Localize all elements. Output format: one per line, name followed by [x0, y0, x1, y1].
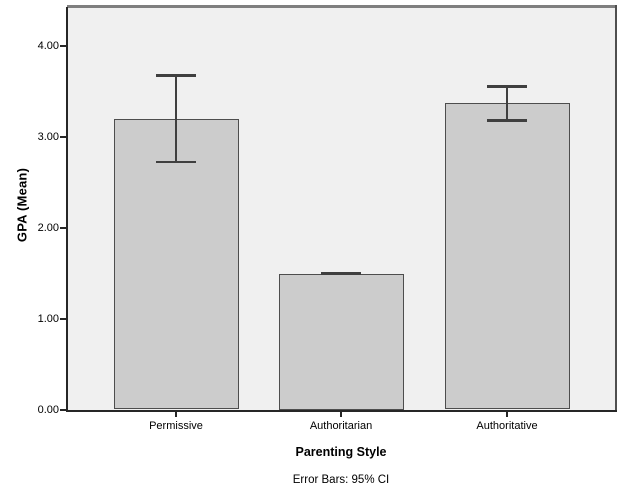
- error-bars-caption: Error Bars: 95% CI: [292, 474, 390, 486]
- y-tick-label: 3.00: [37, 131, 59, 143]
- y-tick-label: 2.00: [37, 222, 59, 234]
- error-bar-cap-top: [487, 85, 527, 88]
- y-tick-label: 4.00: [37, 40, 59, 52]
- frame-top-border: [67, 4, 617, 8]
- category-label-authoritarian: Authoritarian: [309, 420, 373, 432]
- bar-permissive: [113, 118, 239, 410]
- category-label-permissive: Permissive: [149, 420, 203, 432]
- error-bar-cap-bottom: [487, 119, 527, 122]
- y-tick-mark: [60, 227, 66, 229]
- x-tick-mark: [506, 411, 508, 417]
- y-tick-mark: [60, 409, 66, 411]
- y-tick-label: 1.00: [37, 313, 59, 325]
- error-bar-line: [175, 75, 177, 163]
- x-tick-mark: [340, 411, 342, 417]
- bar-authoritative: [444, 103, 570, 410]
- bar-authoritarian: [278, 273, 404, 410]
- y-axis-title: GPA (Mean): [14, 167, 30, 243]
- y-tick-label: 0.00: [37, 404, 59, 416]
- y-axis-line: [66, 7, 68, 411]
- x-tick-mark: [175, 411, 177, 417]
- error-bar-cap-bottom: [321, 272, 361, 276]
- category-label-authoritative: Authoritative: [476, 420, 538, 432]
- x-axis-title: Parenting Style: [295, 445, 387, 459]
- y-tick-mark: [60, 136, 66, 138]
- error-bar-cap-bottom: [156, 160, 196, 164]
- y-tick-mark: [60, 318, 66, 320]
- error-bar-line: [506, 86, 508, 121]
- y-tick-mark: [60, 45, 66, 47]
- x-axis-line: [66, 409, 617, 412]
- frame-right-border: [614, 4, 617, 412]
- error-bar-cap-top: [321, 271, 361, 275]
- error-bar-cap-top: [156, 74, 196, 77]
